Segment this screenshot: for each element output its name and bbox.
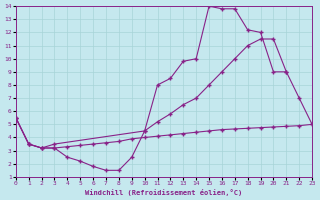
X-axis label: Windchill (Refroidissement éolien,°C): Windchill (Refroidissement éolien,°C) <box>85 189 243 196</box>
